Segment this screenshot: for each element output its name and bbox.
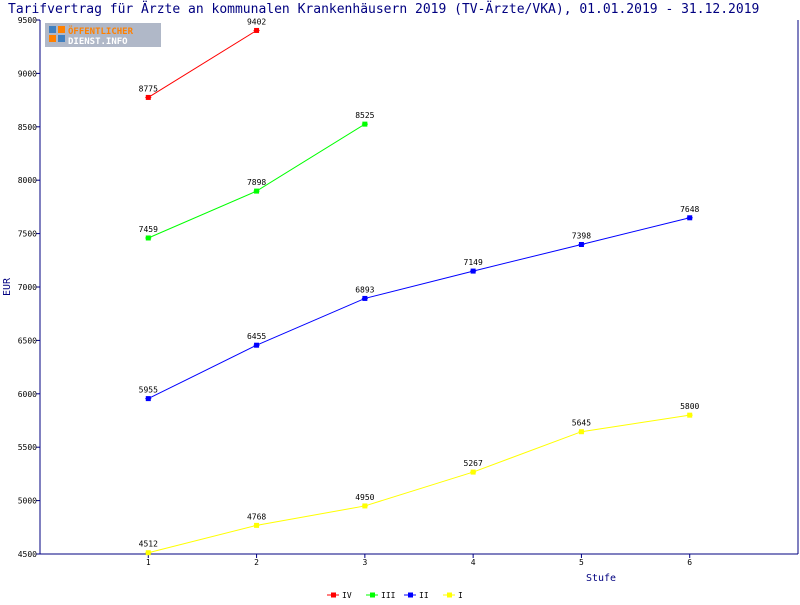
x-tick-label: 5 [579, 558, 584, 567]
logo-text-line1: ÖFFENTLICHER [68, 26, 134, 37]
series-ii: 5955 6455 6893 7149 7398 7648 [139, 205, 700, 402]
y-tick-label: 6500 [18, 336, 37, 345]
logo: ÖFFENTLICHER DIENST.INFO [45, 23, 161, 47]
series-i: 4512 4768 4950 5267 5645 5800 [139, 402, 700, 556]
data-label: 4768 [247, 512, 266, 521]
y-tick-label: 9500 [18, 16, 37, 25]
series-line [148, 414, 690, 554]
data-label: 7149 [464, 258, 483, 267]
legend-item-iv: IV [327, 591, 352, 600]
x-ticks: 1 2 3 4 5 6 [146, 554, 692, 567]
x-tick-label: 2 [254, 558, 259, 567]
y-tick-label: 9000 [18, 69, 37, 78]
data-label: 5645 [572, 419, 591, 428]
legend-label: III [381, 591, 396, 600]
legend-item-iii: III [366, 591, 396, 600]
legend-label: IV [342, 591, 352, 600]
legend-label: II [419, 591, 429, 600]
y-tick-label: 8500 [18, 123, 37, 132]
x-tick-label: 3 [362, 558, 367, 567]
y-tick-label: 8000 [18, 176, 37, 185]
y-ticks: 4500 5000 5500 6000 6500 7000 7500 8000 8500 9000… [18, 16, 40, 559]
legend-label: I [458, 591, 463, 600]
data-label: 7459 [139, 225, 158, 234]
data-label: 4950 [355, 493, 374, 502]
x-axis-label: Stufe [586, 573, 616, 584]
series-iv: 8775 9402 [139, 17, 266, 100]
logo-text-line2: DIENST.INFO [68, 37, 128, 47]
y-tick-label: 4500 [18, 550, 37, 559]
legend-swatch-marker [331, 592, 336, 598]
data-label: 7898 [247, 178, 266, 187]
y-tick-label: 5500 [18, 443, 37, 452]
legend-item-i: I [443, 591, 463, 600]
data-label: 4512 [139, 540, 158, 549]
legend-swatch-marker [408, 592, 413, 598]
y-tick-label: 6000 [18, 390, 37, 399]
legend-swatch-marker [370, 592, 375, 598]
data-label: 8525 [355, 111, 374, 120]
series-layer: 8775 9402 7459 7898 8525 5955 6455 6893 7149 7398… [139, 17, 700, 556]
series-line [148, 30, 257, 98]
data-label: 5267 [464, 459, 483, 468]
data-label: 5800 [680, 402, 699, 411]
grid-squares-icon [49, 26, 65, 42]
y-tick-label: 7000 [18, 283, 37, 292]
data-label: 6893 [355, 285, 374, 294]
data-label: 6455 [247, 332, 266, 341]
y-tick-label: 5000 [18, 497, 37, 506]
series-iii: 7459 7898 8525 [139, 111, 375, 241]
x-tick-label: 6 [687, 558, 692, 567]
y-tick-label: 7500 [18, 230, 37, 239]
legend-item-ii: II [404, 591, 429, 600]
x-tick-label: 1 [146, 558, 151, 567]
legend-swatch-marker [447, 592, 452, 598]
data-label: 8775 [139, 84, 158, 93]
data-label: 7398 [572, 231, 591, 240]
data-label: 7648 [680, 205, 699, 214]
legend: IV III II I [327, 591, 463, 600]
y-axis-label: EUR [2, 277, 13, 296]
chart-title: Tarifvertrag für Ärzte an kommunalen Kra… [8, 1, 759, 17]
series-line [148, 217, 690, 400]
data-label: 9402 [247, 17, 266, 26]
x-tick-label: 4 [471, 558, 476, 567]
data-label: 5955 [139, 386, 158, 395]
